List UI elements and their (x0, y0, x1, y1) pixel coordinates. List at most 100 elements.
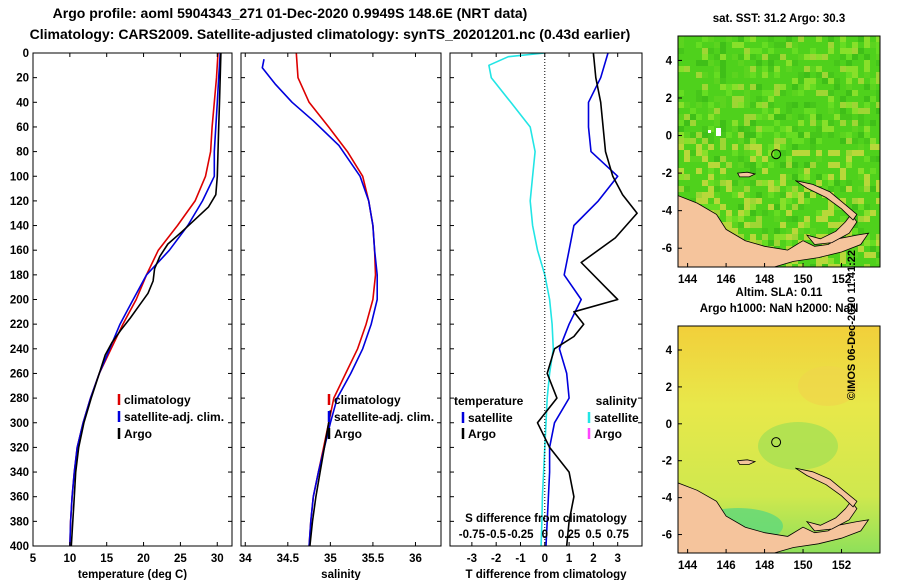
sst-cell (744, 132, 750, 138)
sst-cell (804, 150, 810, 156)
sst-cell (720, 204, 726, 210)
sst-cell (828, 48, 834, 54)
sst-cell (708, 126, 714, 132)
sst-cell (786, 174, 792, 180)
sst-cell (804, 174, 810, 180)
sst-cell (714, 54, 720, 60)
sst-cell (738, 138, 744, 144)
sst-cell (756, 48, 762, 54)
sst-cell (726, 162, 732, 168)
sst-cell (768, 180, 774, 186)
sst-cell (864, 36, 870, 42)
series-line-argo (70, 53, 222, 546)
sst-cell (798, 84, 804, 90)
sst-cell (708, 36, 714, 42)
sst-cell (792, 144, 798, 150)
sst-cell (828, 162, 834, 168)
sst-cell (864, 42, 870, 48)
sst-cell (762, 72, 768, 78)
sst-cell (678, 120, 684, 126)
sst-cell (834, 180, 840, 186)
sst-cell (744, 144, 750, 150)
sst-cell (684, 120, 690, 126)
sst-cell (702, 138, 708, 144)
sst-cell (774, 114, 780, 120)
map-y-tick-label: -4 (662, 206, 673, 218)
sst-cell (816, 138, 822, 144)
y-tick-label: 220 (10, 319, 29, 331)
sst-cell (768, 60, 774, 66)
series-line-satellite-adj-clim- (261, 59, 379, 546)
sst-cell (744, 66, 750, 72)
sst-cell (876, 186, 880, 192)
sst-cell (798, 168, 804, 174)
sst-cell (738, 126, 744, 132)
sst-cell (774, 234, 780, 240)
y-tick-label: 140 (10, 221, 29, 233)
sst-cell (828, 102, 834, 108)
y-tick-label: 360 (10, 492, 29, 504)
legend-label: Argo (334, 427, 362, 441)
sst-cell (834, 114, 840, 120)
sst-cell (762, 210, 768, 216)
map-x-tick-label: 148 (755, 560, 775, 572)
sst-cell (840, 174, 846, 180)
sst-cell (852, 102, 858, 108)
sst-cell (726, 222, 732, 228)
sst-cell (822, 264, 828, 267)
sst-cell (786, 234, 792, 240)
sst-cell (702, 198, 708, 204)
sst-cell (678, 66, 684, 72)
sst-cell (708, 180, 714, 186)
sst-cell (690, 132, 696, 138)
sst-cell (714, 114, 720, 120)
sst-cell (870, 78, 876, 84)
sst-cell (702, 54, 708, 60)
legend-label: climatology (124, 393, 191, 407)
sst-cell (780, 144, 786, 150)
sst-cell (714, 180, 720, 186)
legend-label: satellite-adj. clim. (334, 410, 434, 424)
map-y-tick-label: 0 (666, 131, 672, 143)
sst-cell (762, 234, 768, 240)
sst-cell (768, 90, 774, 96)
sst-cell (846, 156, 852, 162)
sst-cell (822, 216, 828, 222)
sst-cell (828, 180, 834, 186)
sst-cell (792, 48, 798, 54)
sst-cell (828, 174, 834, 180)
legend-label: satellite (468, 411, 513, 425)
sst-cell (876, 102, 880, 108)
sst-cell (720, 48, 726, 54)
sst-cell (738, 216, 744, 222)
legend-label: Argo (468, 427, 496, 441)
sst-cell (822, 78, 828, 84)
sst-cell (744, 120, 750, 126)
sst-cell (834, 78, 840, 84)
sst-cell (870, 144, 876, 150)
sst-cell (780, 90, 786, 96)
figure-header: Argo profile: aoml 5904343_271 01-Dec-20… (0, 0, 660, 50)
sst-cell (876, 36, 880, 42)
sst-cell (714, 204, 720, 210)
top-tick-label: -0.5 (486, 529, 506, 541)
sst-cell (762, 126, 768, 132)
sst-cell (744, 162, 750, 168)
sst-cell (696, 168, 702, 174)
sst-cell (816, 210, 822, 216)
sst-cell (840, 96, 846, 102)
x-axis-label: T difference from climatology (465, 569, 627, 580)
sst-cell (834, 204, 840, 210)
sst-cell (780, 162, 786, 168)
sst-cell (828, 186, 834, 192)
y-tick-label: 380 (10, 516, 29, 528)
top-tick-label: 0.5 (585, 529, 602, 541)
sst-cell (798, 114, 804, 120)
sst-cell (702, 84, 708, 90)
sst-cell (840, 108, 846, 114)
map-x-tick-label: 150 (793, 560, 812, 572)
sst-cell (744, 54, 750, 60)
sst-cell (768, 192, 774, 198)
sst-cell (732, 186, 738, 192)
sst-cell (840, 36, 846, 42)
